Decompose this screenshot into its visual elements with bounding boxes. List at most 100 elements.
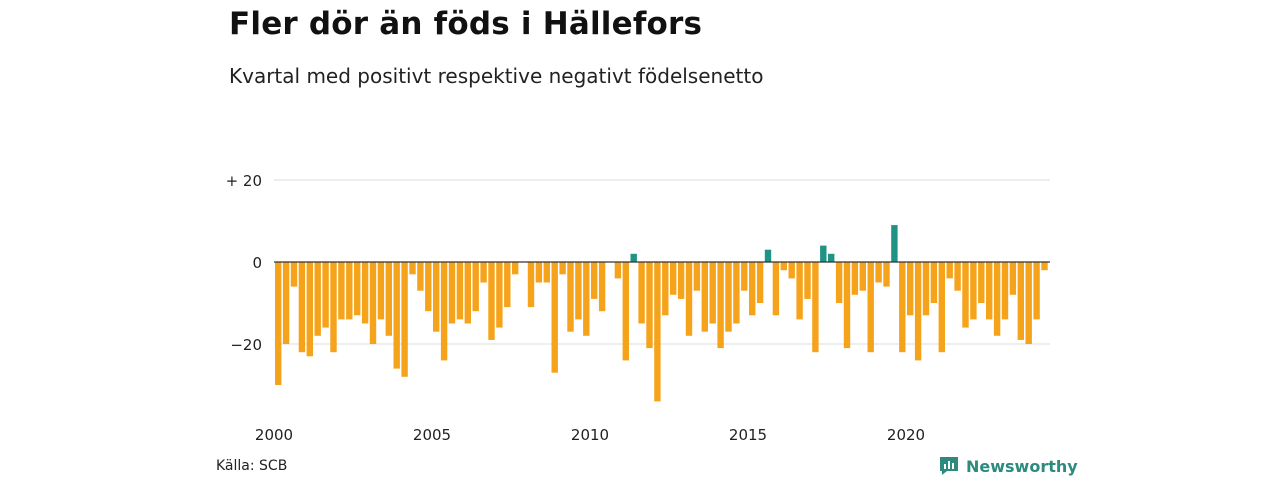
bar: [946, 262, 953, 279]
bar: [456, 262, 464, 320]
bar: [938, 262, 945, 353]
bar: [914, 262, 922, 361]
x-tick-label: 2005: [413, 426, 451, 444]
bar: [346, 262, 353, 320]
bar: [535, 262, 543, 283]
y-tick-label: 0: [252, 254, 262, 272]
bar: [448, 262, 456, 324]
bar: [1009, 262, 1017, 295]
x-tick-label: 2015: [729, 426, 767, 444]
bar: [764, 249, 772, 262]
bar: [962, 262, 969, 328]
bar: [772, 262, 780, 316]
bar: [851, 262, 859, 295]
brand-logo[interactable]: Newsworthy: [938, 455, 1078, 477]
bar: [788, 262, 795, 279]
y-tick-label: + 20: [226, 172, 262, 190]
bar: [575, 262, 582, 320]
bar: [425, 262, 432, 312]
bar: [583, 262, 590, 336]
bar: [812, 262, 819, 353]
bar: [646, 262, 653, 349]
bar: [472, 262, 479, 312]
bar: [361, 262, 369, 324]
bar: [907, 262, 914, 316]
newsworthy-logo-icon: [940, 457, 958, 475]
bar: [543, 262, 550, 283]
bar: [978, 262, 985, 303]
bar: [1001, 262, 1009, 320]
bar: [891, 225, 898, 262]
bar: [875, 262, 882, 283]
bar: [1041, 262, 1048, 271]
bar: [741, 262, 748, 291]
bar: [401, 262, 408, 377]
bar: [796, 262, 803, 320]
x-tick-label: 2000: [255, 426, 293, 444]
bar: [685, 262, 693, 336]
bar: [709, 262, 716, 324]
bar: [385, 262, 392, 336]
bar: [354, 262, 361, 316]
bar: [662, 262, 669, 316]
bar: [630, 253, 637, 262]
bar: [883, 262, 890, 287]
bar: [433, 262, 440, 332]
bar: [496, 262, 503, 328]
source-note: Källa: SCB: [216, 458, 288, 474]
bar: [993, 262, 1001, 336]
bar: [314, 262, 321, 336]
chart-title: Fler dör än föds i Hällefors: [229, 6, 703, 42]
bar: [1025, 262, 1032, 344]
bar: [725, 262, 732, 332]
bar: [417, 262, 424, 291]
brand-name: Newsworthy: [966, 456, 1078, 476]
bar: [677, 262, 685, 299]
bar: [622, 262, 629, 361]
bar: [409, 262, 416, 275]
bar: [298, 262, 306, 353]
bar: [290, 262, 298, 287]
bar: [828, 253, 835, 262]
bar: [970, 262, 977, 320]
bar: [567, 262, 574, 332]
bar: [440, 262, 448, 361]
bar: [598, 262, 606, 312]
bar: [733, 262, 740, 324]
chart-subtitle: Kvartal med positivt respektive negativt…: [229, 64, 764, 88]
bar: [377, 262, 385, 320]
bar: [369, 262, 377, 344]
bar: [488, 262, 495, 340]
bar: [693, 262, 701, 291]
bar: [756, 262, 764, 303]
bar: [1017, 262, 1024, 340]
y-tick-label: −20: [230, 336, 262, 354]
bar: [591, 262, 598, 299]
bar: [393, 262, 400, 369]
bar: [559, 262, 566, 275]
bar: [330, 262, 337, 353]
bar: [282, 262, 290, 344]
bar: [954, 262, 961, 291]
bar: [859, 262, 866, 291]
bar: [551, 262, 558, 373]
bar: [512, 262, 519, 275]
bar: [986, 262, 993, 320]
bar: [922, 262, 930, 316]
x-tick-label: 2020: [887, 426, 925, 444]
bar: [867, 262, 874, 353]
bar: [527, 262, 535, 308]
bar: [654, 262, 661, 402]
bar: [835, 262, 843, 303]
bar: [930, 262, 938, 303]
bar: [804, 262, 811, 299]
bar: [504, 262, 511, 308]
bar: [1033, 262, 1040, 320]
bar: [670, 262, 677, 295]
bar: [717, 262, 724, 349]
bar: [820, 245, 827, 262]
bar: [480, 262, 487, 283]
bar: [322, 262, 329, 328]
bar: [464, 262, 471, 324]
